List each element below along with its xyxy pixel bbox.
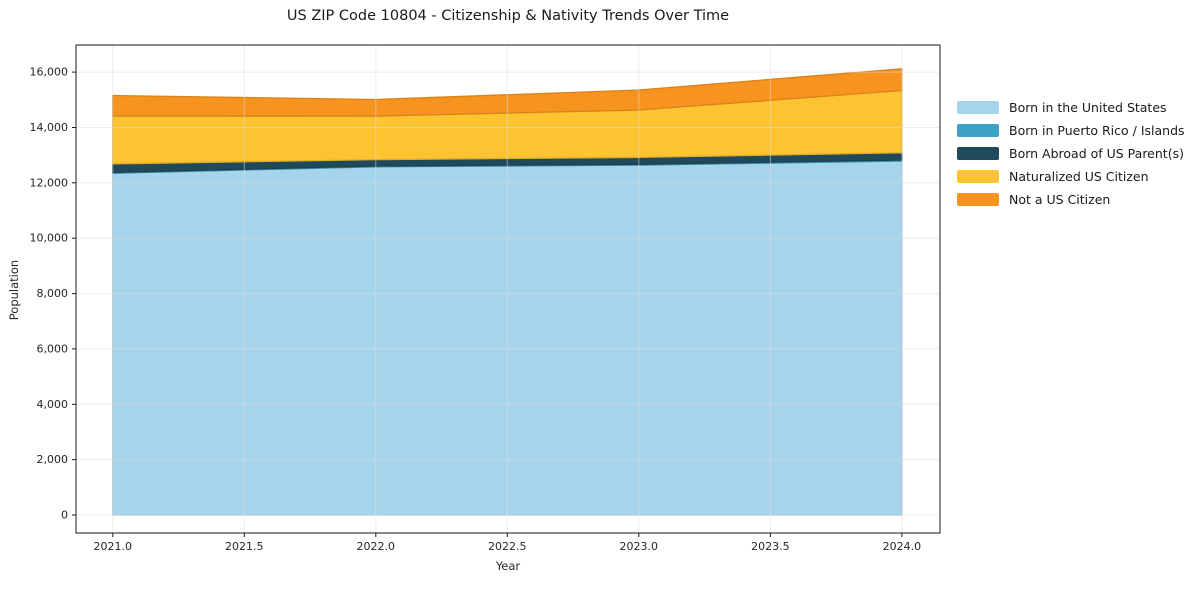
legend-label: Naturalized US Citizen (1009, 168, 1149, 184)
legend-label: Born in the United States (1009, 99, 1167, 115)
legend-row: Born in the United States (957, 99, 1185, 115)
y-axis-label: Population (7, 259, 21, 321)
legend-swatch-naturalized (957, 169, 999, 183)
x-tick-label: 2024.0 (883, 540, 922, 553)
x-axis-label: Year (495, 559, 521, 573)
x-tick-label: 2022.5 (488, 540, 527, 553)
legend-swatch-born-in-us (957, 100, 999, 114)
y-tick-label: 12,000 (30, 176, 69, 189)
legend-swatch-born-abroad (957, 146, 999, 160)
y-tick-label: 10,000 (30, 232, 69, 245)
legend-swatch-born-pr-islands (957, 123, 999, 137)
legend-row: Born in Puerto Rico / Islands (957, 122, 1185, 138)
legend-row: Naturalized US Citizen (957, 168, 1185, 184)
y-tick-label: 16,000 (30, 66, 69, 79)
y-tick-label: 6,000 (37, 342, 69, 355)
legend-swatch-not-citizen (957, 192, 999, 206)
legend: Born in the United States Born in Puerto… (957, 99, 1185, 207)
x-tick-label: 2022.0 (357, 540, 396, 553)
y-tick-label: 14,000 (30, 121, 69, 134)
x-tick-label: 2021.5 (225, 540, 264, 553)
chart-title: US ZIP Code 10804 - Citizenship & Nativi… (286, 8, 730, 24)
plot-spines (75, 44, 941, 534)
legend-row: Not a US Citizen (957, 191, 1185, 207)
y-tick-label: 2,000 (37, 453, 69, 466)
legend-label: Born Abroad of US Parent(s) (1009, 145, 1184, 161)
y-tick-label: 8,000 (37, 287, 69, 300)
x-tick-label: 2021.0 (94, 540, 133, 553)
legend-label: Born in Puerto Rico / Islands (1009, 122, 1185, 138)
legend-row: Born Abroad of US Parent(s) (957, 145, 1185, 161)
y-tick-label: 0 (61, 509, 68, 522)
y-tick-label: 4,000 (37, 398, 69, 411)
x-tick-label: 2023.0 (620, 540, 659, 553)
x-tick-label: 2023.5 (751, 540, 790, 553)
legend-label: Not a US Citizen (1009, 191, 1111, 207)
